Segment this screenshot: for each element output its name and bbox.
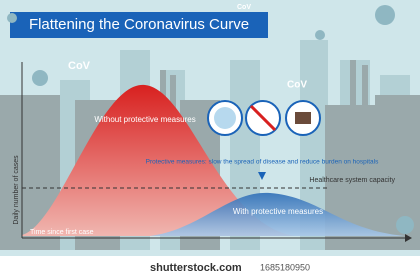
title-banner: [10, 12, 268, 38]
curve-without: [22, 84, 295, 236]
curve-label: With protective measures: [233, 207, 323, 216]
footer: [0, 256, 420, 280]
footer-id: 1685180950: [260, 262, 310, 272]
measure-icons: [207, 100, 321, 180]
footer-site: shutterstock.com: [150, 262, 242, 274]
curve-label-text: Without protective measures: [94, 115, 195, 124]
curve-label: Without protective measures: [94, 115, 195, 124]
x-arrow: [405, 234, 412, 242]
virus-label: CoV: [237, 4, 251, 11]
virus-icons: [7, 5, 414, 234]
curve-with: [150, 192, 405, 236]
capacity-label: Healthcare system capacity: [309, 177, 395, 184]
virus-label: CoV: [68, 60, 91, 72]
x-axis-label: Time since first case: [30, 229, 94, 236]
note: Protective measures: slow the spread of …: [146, 159, 379, 166]
y-axis-label: Daily number of cases: [13, 155, 20, 225]
title: Flattening the Coronavirus Curve: [29, 16, 249, 33]
virus-label: CoV: [287, 80, 307, 91]
